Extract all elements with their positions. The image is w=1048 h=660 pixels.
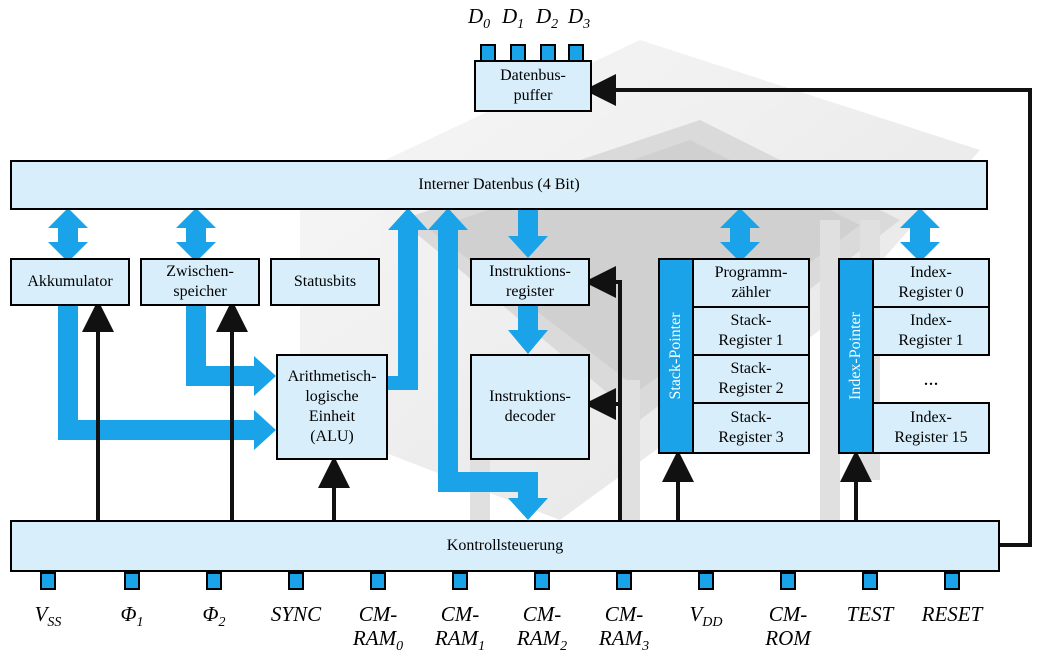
pin-test <box>862 572 878 590</box>
instruktionsregister: Instruktions- register <box>470 258 590 306</box>
data-pin-label-3: D3 <box>568 4 591 33</box>
pin-label-cmrom: CM- ROM <box>765 602 811 650</box>
index-register-15: Index- Register 15 <box>872 402 990 454</box>
pin-label-phi1: Φ1 <box>120 602 144 631</box>
index-register-0: Index- Register 0 <box>872 258 990 308</box>
stack-register-1: Stack- Register 1 <box>692 306 810 356</box>
pin-label-reset: RESET <box>921 602 983 626</box>
pin-label-sync: SYNC <box>270 602 322 626</box>
pin-cmrom <box>780 572 796 590</box>
pin-label-cmram0: CM- RAM0 <box>352 602 404 655</box>
pin-label-cmram1: CM- RAM1 <box>434 602 486 655</box>
zwischenspeicher: Zwischen- speicher <box>140 258 260 306</box>
pin-phi2 <box>206 572 222 590</box>
pin-cmram0 <box>370 572 386 590</box>
kontrollsteuerung: Kontrollsteuerung <box>10 520 1000 572</box>
data-pin-label-0: D0 <box>468 4 491 33</box>
pin-reset <box>944 572 960 590</box>
akkumulator-bus-arrow <box>48 208 88 262</box>
pin-vdd <box>698 572 714 590</box>
pin-cmram1 <box>452 572 468 590</box>
index-register-1: Index- Register 1 <box>872 306 990 356</box>
stack-pointer: Stack-Pointer <box>658 258 694 454</box>
stack-register-3: Stack- Register 3 <box>692 402 810 454</box>
programmzaehler-bus-arrow <box>720 208 760 262</box>
instruktionsdecoder: Instruktions- decoder <box>470 354 590 460</box>
pin-phi1 <box>124 572 140 590</box>
pin-cmram2 <box>534 572 550 590</box>
stack-register-2: Stack- Register 2 <box>692 354 810 404</box>
index-register-bus-arrow <box>900 208 940 262</box>
pin-sync <box>288 572 304 590</box>
datenbus-puffer: Datenbus- puffer <box>474 60 592 112</box>
pin-label-cmram2: CM- RAM2 <box>516 602 568 655</box>
alu: Arithmetisch- logische Einheit (ALU) <box>276 354 388 460</box>
index-register-ellipsis: ... <box>923 368 939 390</box>
pin-label-test: TEST <box>846 602 894 626</box>
interner-datenbus: Interner Datenbus (4 Bit) <box>10 160 988 210</box>
pin-cmram3 <box>616 572 632 590</box>
index-pointer: Index-Pointer <box>838 258 874 454</box>
pin-label-vdd: VDD <box>689 602 723 631</box>
zwischenspeicher-bus-arrow <box>176 208 216 262</box>
pin-label-cmram3: CM- RAM3 <box>598 602 650 655</box>
data-pin-label-1: D1 <box>502 4 525 33</box>
statusbits: Statusbits <box>270 258 380 306</box>
pin-vss <box>40 572 56 590</box>
akkumulator: Akkumulator <box>10 258 130 306</box>
data-pin-label-2: D2 <box>536 4 559 33</box>
pin-label-vss: VSS <box>34 602 62 631</box>
pin-label-phi2: Φ2 <box>202 602 226 631</box>
programmzaehler: Programm- zähler <box>692 258 810 308</box>
